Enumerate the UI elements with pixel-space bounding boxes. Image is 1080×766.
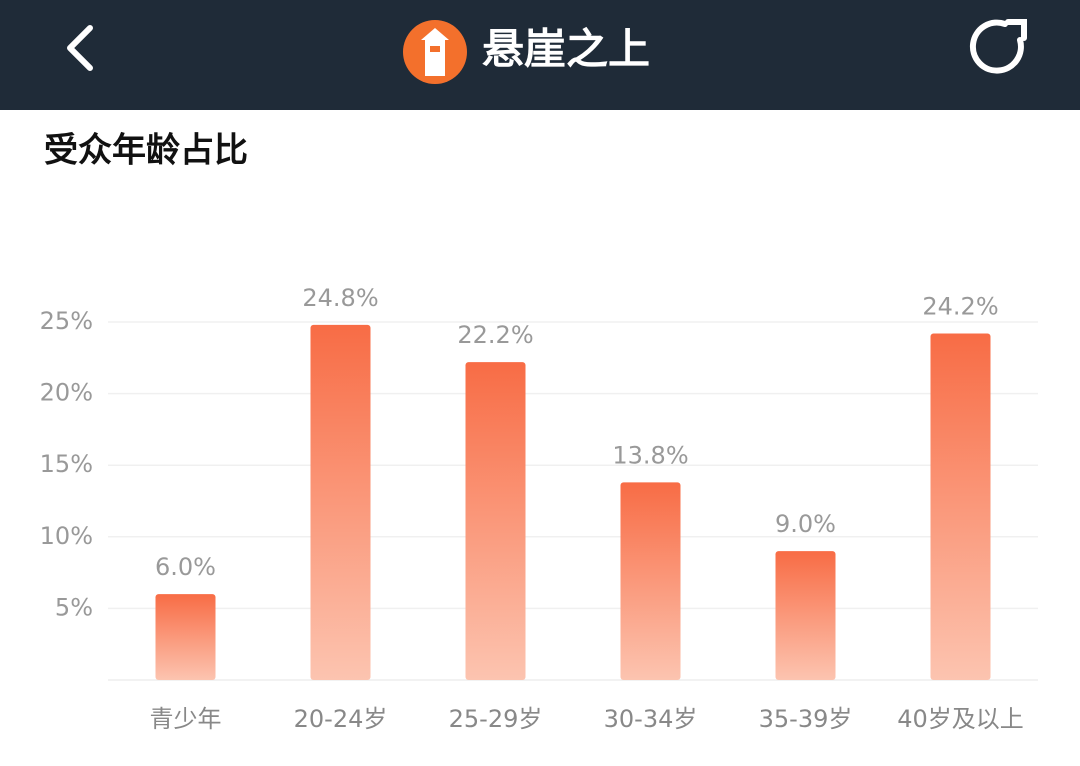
y-tick-label: 10% [40,522,93,550]
header-bar [0,0,1080,110]
y-tick-label: 15% [40,450,93,478]
bar [620,482,681,680]
bar [310,324,371,680]
bar [155,594,216,680]
y-tick-label: 5% [55,593,93,621]
y-tick-label: 20% [40,379,93,407]
movie-logo [403,20,467,84]
back-button[interactable] [67,25,93,71]
bar [930,333,991,680]
chart-title: 受众年龄占比 [44,131,248,171]
bar [775,551,836,680]
value-label: 22.2% [457,321,533,349]
x-tick-label: 30-34岁 [604,705,698,733]
y-tick-label: 25% [40,307,93,335]
chart: 5% 10% 15% 20% 25% 青少年 6.0% 20-24岁 24.8% 25-29岁 22… [40,284,1038,733]
header-title: 悬崖之上 [482,25,650,74]
refresh-button[interactable] [970,19,1027,74]
x-tick-label: 20-24岁 [294,705,388,733]
value-label: 6.0% [155,553,216,581]
value-label: 9.0% [775,510,836,538]
x-tick-label: 40岁及以上 [897,705,1024,733]
x-tick-label: 青少年 [150,705,222,733]
value-label: 24.2% [922,292,998,320]
value-label: 24.8% [302,284,378,312]
x-tick-label: 35-39岁 [759,705,853,733]
value-label: 13.8% [612,441,688,469]
x-tick-label: 25-29岁 [449,705,543,733]
bar [465,362,526,680]
